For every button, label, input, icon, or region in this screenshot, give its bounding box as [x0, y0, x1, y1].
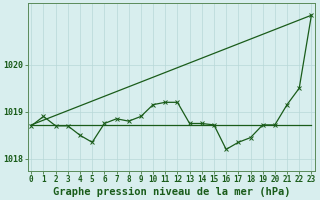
X-axis label: Graphe pression niveau de la mer (hPa): Graphe pression niveau de la mer (hPa) — [52, 186, 290, 197]
